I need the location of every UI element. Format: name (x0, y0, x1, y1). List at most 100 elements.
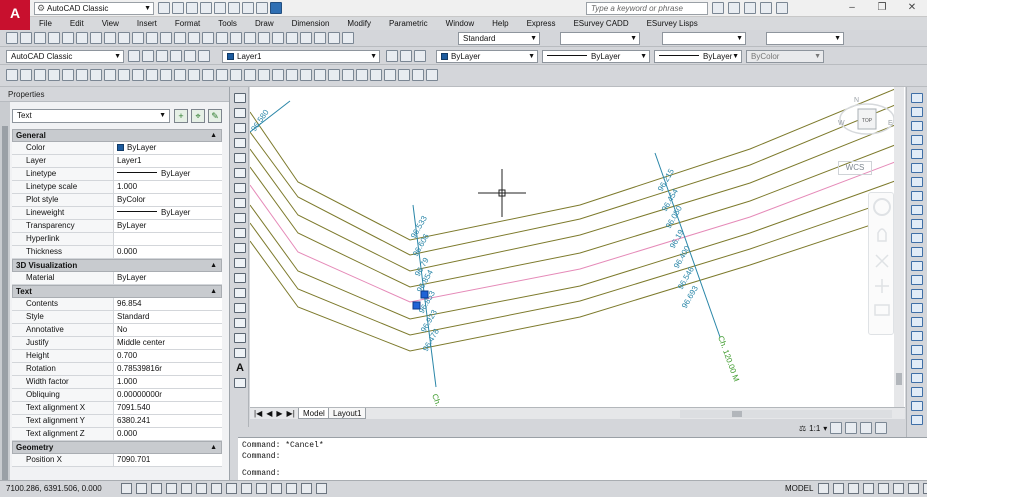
toolbar-lock-icon[interactable] (878, 483, 889, 494)
color-select[interactable]: ByLayer ▼ (436, 50, 538, 63)
arc-icon[interactable] (76, 69, 88, 81)
property-value[interactable]: 0.000 (114, 246, 222, 258)
contour-line[interactable] (250, 88, 896, 241)
draw-ellipse-arc-icon[interactable] (234, 243, 246, 253)
jogged-linear-icon[interactable] (370, 69, 382, 81)
move-icon[interactable] (911, 163, 923, 173)
save-icon[interactable] (34, 32, 46, 44)
menu-item-view[interactable]: View (101, 19, 119, 28)
add-selected-icon[interactable] (234, 378, 246, 388)
dim-style-icon[interactable] (426, 69, 438, 81)
property-row-obliquing[interactable]: Obliquing 0.00000000r (12, 389, 222, 402)
annotation-visibility-icon[interactable] (830, 422, 843, 434)
trim-icon[interactable] (911, 219, 923, 229)
menu-item-parametric[interactable]: Parametric (388, 19, 428, 28)
contour-line[interactable] (250, 161, 896, 303)
ucs-icon[interactable] (241, 483, 252, 494)
undo-icon[interactable] (214, 2, 226, 14)
object-snap-tracking-icon[interactable] (226, 483, 237, 494)
draw-revcloud-icon[interactable] (234, 198, 246, 208)
multiline-text-icon[interactable]: A (236, 362, 244, 374)
property-row-style[interactable]: Style Standard (12, 311, 222, 324)
contour-line[interactable] (250, 104, 896, 256)
property-value[interactable]: 96.854 (114, 298, 222, 310)
save-as-icon[interactable] (200, 2, 212, 14)
dim-update-icon[interactable] (412, 69, 424, 81)
property-row-rotation[interactable]: Rotation 0.78539816r (12, 363, 222, 376)
autocad-logo-icon[interactable]: A (0, 0, 30, 31)
contour-line[interactable] (250, 180, 896, 320)
property-value[interactable]: ByLayer (114, 168, 222, 180)
menu-item-window[interactable]: Window (445, 19, 475, 28)
draw-xline-icon[interactable] (234, 108, 246, 118)
group-icon[interactable] (911, 387, 923, 397)
annotation-monitor-icon[interactable] (848, 483, 859, 494)
infer-constraints-icon[interactable] (121, 483, 132, 494)
property-row-linetype[interactable]: Linetype ByLayer (12, 168, 222, 181)
annotation-scale-value[interactable]: 1:1 (809, 423, 821, 433)
property-value[interactable]: ByLayer (114, 142, 222, 154)
draw-spline-icon[interactable] (234, 213, 246, 223)
lineweight-select[interactable]: ByLayer ▼ (654, 50, 742, 63)
property-value[interactable]: ByLayer (114, 207, 222, 219)
property-row-width-factor[interactable]: Width factor 1.000 (12, 376, 222, 389)
next-tab-icon[interactable]: ▶ (276, 409, 283, 418)
lineweight-display-icon[interactable] (271, 483, 282, 494)
section-general[interactable]: General ▲ (12, 129, 222, 142)
ellipse-icon[interactable] (132, 69, 144, 81)
workspace-select[interactable]: ⚙ AutoCAD Classic ▼ (34, 2, 154, 15)
break-icon[interactable] (911, 261, 923, 271)
chainage-label[interactable]: Ch. (430, 393, 443, 407)
dim-text-edit-icon[interactable] (398, 69, 410, 81)
qnew-icon[interactable] (6, 32, 18, 44)
property-row-annotative[interactable]: Annotative No (12, 324, 222, 337)
ungroup-icon[interactable] (911, 401, 923, 411)
draw-point-icon[interactable] (234, 288, 246, 298)
plot-icon[interactable] (242, 2, 254, 14)
property-value[interactable]: Standard (114, 311, 222, 323)
redo-icon[interactable] (228, 2, 240, 14)
text-style-icon[interactable] (342, 32, 354, 44)
dim-jogged-icon[interactable] (216, 69, 228, 81)
lock-icon[interactable] (875, 422, 888, 434)
property-value[interactable]: 1.000 (114, 181, 222, 193)
inspect-icon[interactable] (356, 69, 368, 81)
collapse-icon[interactable]: ▲ (210, 444, 217, 451)
menu-item-insert[interactable]: Insert (136, 19, 157, 28)
collapse-icon[interactable]: ▲ (210, 262, 217, 269)
quick-select-icon[interactable]: ✎ (208, 109, 222, 123)
property-value[interactable]: 7090.701 (114, 454, 222, 466)
scale-icon[interactable] (911, 191, 923, 201)
property-value[interactable]: 6380.241 (114, 415, 222, 427)
rectangle-icon[interactable] (62, 69, 74, 81)
contour-line[interactable] (250, 144, 896, 288)
dim-arc-icon[interactable] (174, 69, 186, 81)
dim-break-icon[interactable] (314, 69, 326, 81)
cross-section-line-top[interactable] (250, 100, 291, 133)
transparency-icon[interactable] (286, 483, 297, 494)
dim-linear-icon[interactable] (146, 69, 158, 81)
cross-section-line-right[interactable] (654, 152, 721, 338)
explode-icon[interactable] (911, 331, 923, 341)
polygon-icon[interactable] (48, 69, 60, 81)
viewcube[interactable]: TOP N W E (836, 95, 898, 137)
match-icon[interactable] (256, 2, 268, 14)
coordinate-readout[interactable]: 7100.286, 6391.506, 0.000 (6, 484, 102, 493)
command-line[interactable]: Command: *Cancel* Command: Command: (238, 437, 927, 480)
horizontal-scroll-thumb[interactable] (732, 411, 742, 417)
redo-icon[interactable] (174, 32, 186, 44)
property-value[interactable]: 7091.540 (114, 402, 222, 414)
mirror-icon[interactable] (911, 121, 923, 131)
dim-ordinate-icon[interactable] (188, 69, 200, 81)
chevron-down-icon[interactable]: ▾ (823, 423, 828, 433)
ortho-mode-icon[interactable] (166, 483, 177, 494)
draw-make-block-icon[interactable] (234, 273, 246, 283)
plot-icon[interactable] (48, 32, 60, 44)
menu-item-esurvey-cadd[interactable]: ESurvey CADD (573, 19, 629, 28)
object-type-select[interactable]: Text ▼ (12, 109, 170, 123)
property-row-linetype-scale[interactable]: Linetype scale 1.000 (12, 181, 222, 194)
menu-item-dimension[interactable]: Dimension (291, 19, 330, 28)
dim-angular-icon[interactable] (244, 69, 256, 81)
erase-icon[interactable] (911, 93, 923, 103)
menu-item-esurvey-lisps[interactable]: ESurvey Lisps (646, 19, 698, 28)
